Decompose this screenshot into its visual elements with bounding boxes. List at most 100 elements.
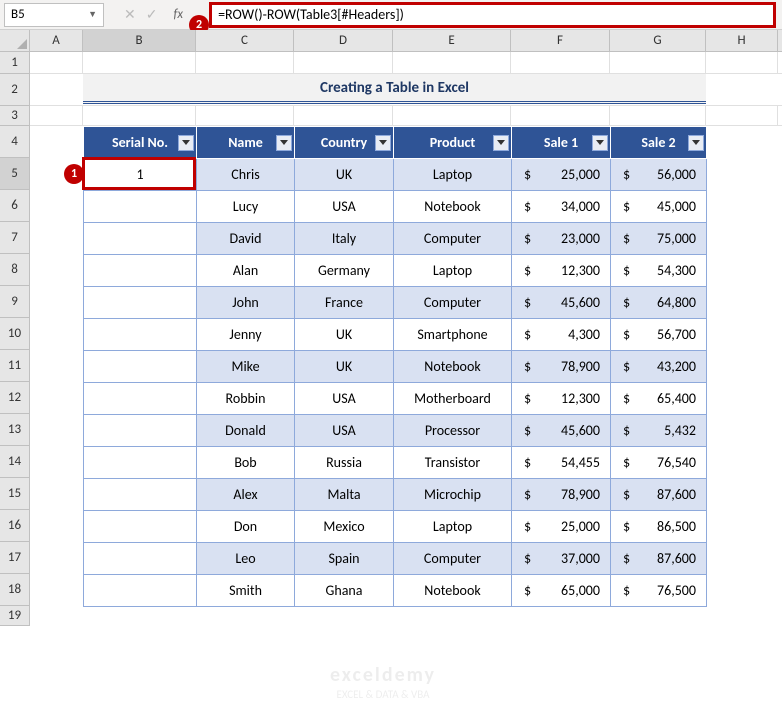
cell-product[interactable]: Microchip xyxy=(394,479,512,511)
cell-product[interactable]: Notebook xyxy=(394,191,512,223)
col-header-F[interactable]: F xyxy=(511,30,610,51)
cell-country[interactable]: USA xyxy=(295,383,394,415)
cell-product[interactable]: Computer xyxy=(394,223,512,255)
filter-icon[interactable] xyxy=(688,135,704,151)
cell-sale1[interactable]: $34,000 xyxy=(512,191,611,223)
col-header-E[interactable]: E xyxy=(393,30,511,51)
row-header-4[interactable]: 4 xyxy=(0,126,30,158)
cell-serial[interactable] xyxy=(84,191,197,223)
cell-name[interactable]: David xyxy=(197,223,295,255)
row-header-7[interactable]: 7 xyxy=(0,222,30,254)
cell-product[interactable]: Smartphone xyxy=(394,319,512,351)
cell-country[interactable]: UK xyxy=(295,319,394,351)
cell-product[interactable]: Notebook xyxy=(394,351,512,383)
cell-name[interactable]: Leo xyxy=(197,543,295,575)
cell-sale2[interactable]: $45,000 xyxy=(611,191,707,223)
confirm-icon[interactable]: ✓ xyxy=(146,6,158,23)
cell-sale1[interactable]: $23,000 xyxy=(512,223,611,255)
row-header-5[interactable]: 5 xyxy=(0,158,30,190)
cell-name[interactable]: Bob xyxy=(197,447,295,479)
row-header-14[interactable]: 14 xyxy=(0,446,30,478)
cell-name[interactable]: Alex xyxy=(197,479,295,511)
cell-product[interactable]: Laptop xyxy=(394,159,512,191)
cell-sale2[interactable]: $76,540 xyxy=(611,447,707,479)
cell-country[interactable]: Mexico xyxy=(295,511,394,543)
cell-serial[interactable] xyxy=(84,319,197,351)
cell-sale1[interactable]: $37,000 xyxy=(512,543,611,575)
cell-sale2[interactable]: $64,800 xyxy=(611,287,707,319)
cell-sale2[interactable]: $65,400 xyxy=(611,383,707,415)
cell-sale1[interactable]: $45,600 xyxy=(512,415,611,447)
filter-icon[interactable] xyxy=(375,135,391,151)
row-header-11[interactable]: 11 xyxy=(0,350,30,382)
cell-product[interactable]: Processor xyxy=(394,415,512,447)
cells-area[interactable]: Creating a Table in Excel Serial No.Name… xyxy=(30,52,782,626)
row-header-10[interactable]: 10 xyxy=(0,318,30,350)
cell-country[interactable]: Spain xyxy=(295,543,394,575)
row-header-12[interactable]: 12 xyxy=(0,382,30,414)
cell-sale1[interactable]: $4,300 xyxy=(512,319,611,351)
cell-sale2[interactable]: $86,500 xyxy=(611,511,707,543)
cell-sale2[interactable]: $87,600 xyxy=(611,543,707,575)
row-header-15[interactable]: 15 xyxy=(0,478,30,510)
formula-bar[interactable]: =ROW()-ROW(Table3[#Headers]) xyxy=(209,2,776,28)
cell-name[interactable]: Chris xyxy=(197,159,295,191)
cell-name[interactable]: Don xyxy=(197,511,295,543)
col-header-B[interactable]: B xyxy=(83,30,196,51)
col-header-H[interactable]: H xyxy=(706,30,778,51)
cell-sale1[interactable]: $78,900 xyxy=(512,351,611,383)
cell-name[interactable]: John xyxy=(197,287,295,319)
cell-sale1[interactable]: $25,000 xyxy=(512,511,611,543)
row-header-8[interactable]: 8 xyxy=(0,254,30,286)
cell-name[interactable]: Robbin xyxy=(197,383,295,415)
cell-serial[interactable] xyxy=(84,351,197,383)
cell-sale1[interactable]: $54,455 xyxy=(512,447,611,479)
cell-sale2[interactable]: $5,432 xyxy=(611,415,707,447)
cell-name[interactable]: Smith xyxy=(197,575,295,607)
row-header-13[interactable]: 13 xyxy=(0,414,30,446)
row-header-3[interactable]: 3 xyxy=(0,106,30,126)
cell-product[interactable]: Computer xyxy=(394,543,512,575)
cell-serial[interactable] xyxy=(84,543,197,575)
row-header-17[interactable]: 17 xyxy=(0,542,30,574)
cell-sale1[interactable]: $12,300 xyxy=(512,383,611,415)
cell-sale2[interactable]: $56,700 xyxy=(611,319,707,351)
filter-icon[interactable] xyxy=(592,135,608,151)
cell-sale2[interactable]: $54,300 xyxy=(611,255,707,287)
cancel-icon[interactable]: ✕ xyxy=(124,6,136,23)
cell-country[interactable]: Italy xyxy=(295,223,394,255)
col-header-C[interactable]: C xyxy=(196,30,294,51)
cell-sale1[interactable]: $65,000 xyxy=(512,575,611,607)
cell-country[interactable]: USA xyxy=(295,191,394,223)
cell-name[interactable]: Jenny xyxy=(197,319,295,351)
cell-sale1[interactable]: $12,300 xyxy=(512,255,611,287)
cell-country[interactable]: Russia xyxy=(295,447,394,479)
col-header-A[interactable]: A xyxy=(30,30,83,51)
cell-name[interactable]: Mike xyxy=(197,351,295,383)
cell-country[interactable]: USA xyxy=(295,415,394,447)
row-header-6[interactable]: 6 xyxy=(0,190,30,222)
cell-product[interactable]: Transistor xyxy=(394,447,512,479)
filter-icon[interactable] xyxy=(178,135,194,151)
row-header-16[interactable]: 16 xyxy=(0,510,30,542)
cell-serial[interactable] xyxy=(84,383,197,415)
fx-icon[interactable]: fx xyxy=(173,7,183,22)
row-header-9[interactable]: 9 xyxy=(0,286,30,318)
cell-country[interactable]: Germany xyxy=(295,255,394,287)
cell-product[interactable]: Notebook xyxy=(394,575,512,607)
cell-name[interactable]: Donald xyxy=(197,415,295,447)
cell-serial[interactable] xyxy=(84,511,197,543)
cell-serial[interactable]: 1 xyxy=(84,159,197,191)
cell-serial[interactable] xyxy=(84,223,197,255)
cell-product[interactable]: Laptop xyxy=(394,255,512,287)
cell-serial[interactable] xyxy=(84,415,197,447)
cell-serial[interactable] xyxy=(84,575,197,607)
row-header-19[interactable]: 19 xyxy=(0,606,30,626)
row-header-18[interactable]: 18 xyxy=(0,574,30,606)
cell-sale1[interactable]: $25,000 xyxy=(512,159,611,191)
filter-icon[interactable] xyxy=(276,135,292,151)
cell-serial[interactable] xyxy=(84,479,197,511)
cell-country[interactable]: Ghana xyxy=(295,575,394,607)
cell-country[interactable]: France xyxy=(295,287,394,319)
col-header-D[interactable]: D xyxy=(294,30,393,51)
